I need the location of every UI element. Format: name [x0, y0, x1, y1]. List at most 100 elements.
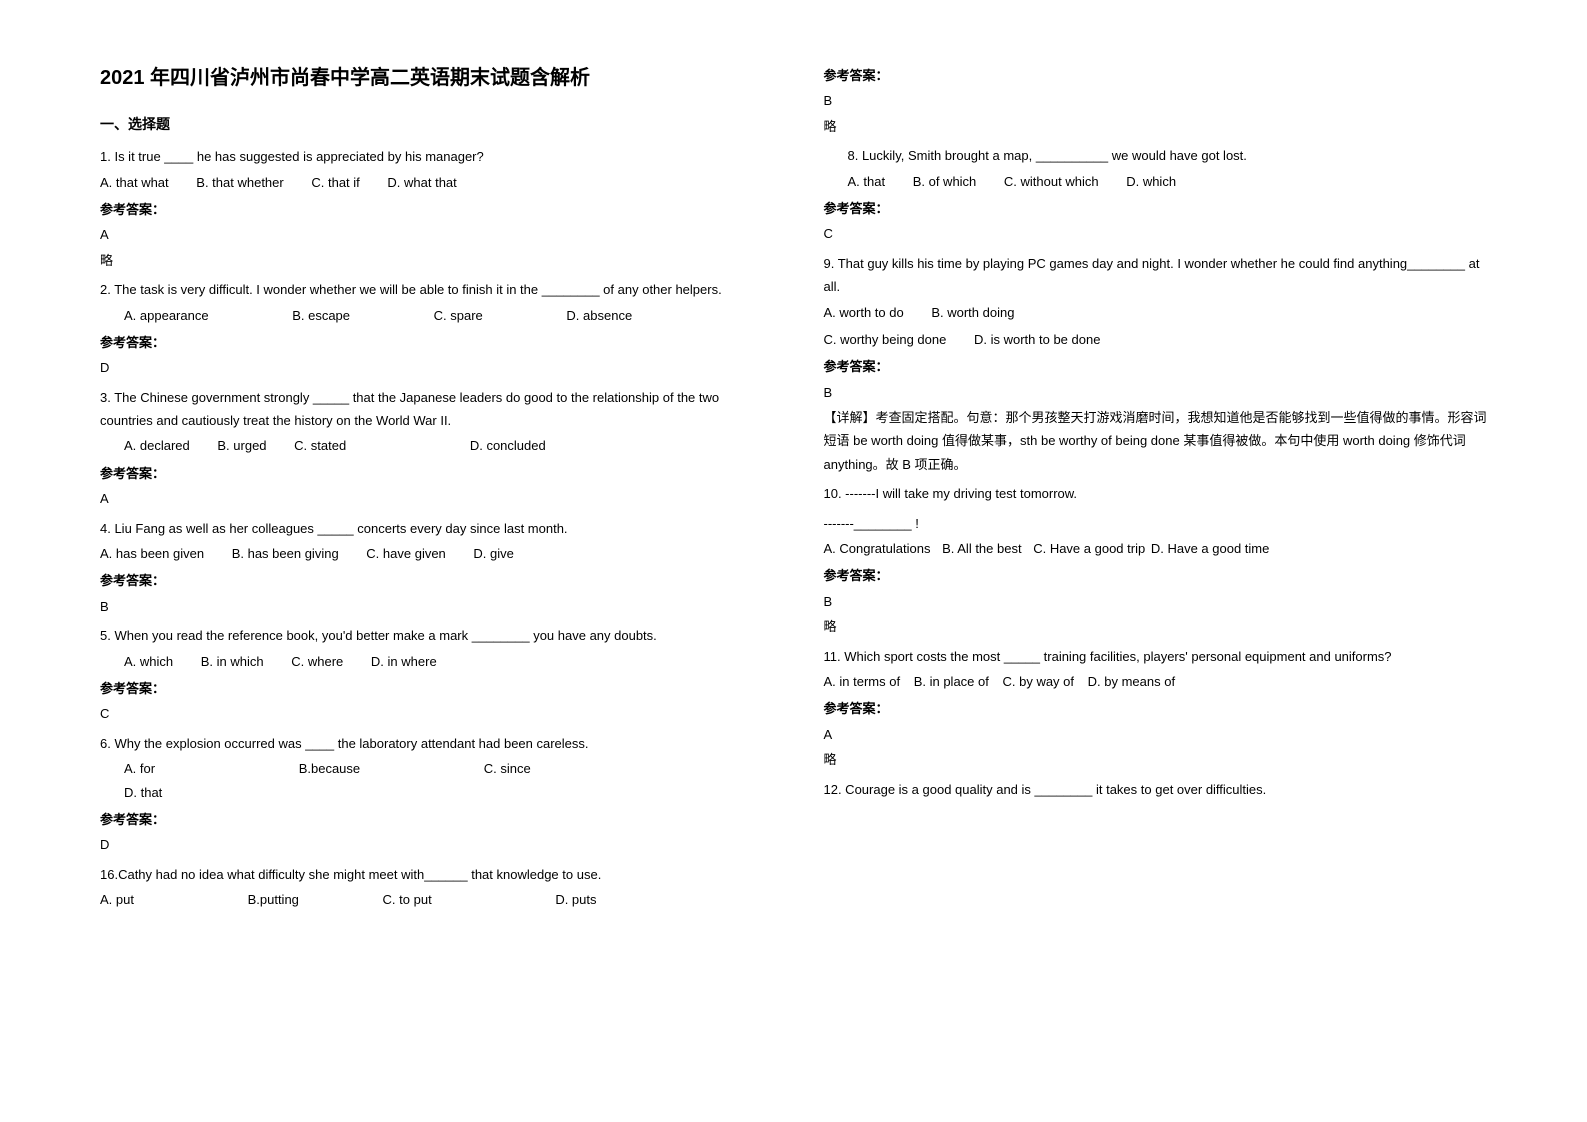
q7-opt-c: C. to put: [383, 888, 432, 911]
q8-opt-c: C. without which: [1004, 170, 1099, 193]
q10-opt-c: C. Have a good trip: [1033, 537, 1145, 560]
q8-opt-a: A. that: [848, 170, 886, 193]
q11-opt-d: D. by means of: [1088, 670, 1175, 693]
question-2: 2. The task is very difficult. I wonder …: [100, 278, 764, 301]
question-8-options: A. that B. of which C. without which D. …: [824, 170, 1488, 193]
q10-answer: B: [824, 590, 1488, 613]
q4-opt-c: C. have given: [366, 542, 446, 565]
answer-label: 参考答案：: [100, 198, 764, 221]
answer-label: 参考答案：: [824, 564, 1488, 587]
question-11-options: A. in terms of B. in place of C. by way …: [824, 670, 1488, 693]
q2-opt-d: D. absence: [566, 304, 632, 327]
q6-opt-a: A. for: [124, 757, 155, 780]
q1-opt-a: A. that what: [100, 171, 169, 194]
section-heading: 一、选择题: [100, 112, 764, 137]
q7-opt-d: D. puts: [555, 888, 596, 911]
question-9: 9. That guy kills his time by playing PC…: [824, 252, 1488, 299]
question-2-options: A. appearance B. escape C. spare D. abse…: [100, 304, 764, 327]
answer-label: 参考答案：: [100, 569, 764, 592]
q2-opt-c: C. spare: [434, 304, 483, 327]
left-column: 2021 年四川省泸州市尚春中学高二英语期末试题含解析 一、选择题 1. Is …: [100, 60, 764, 916]
answer-label: 参考答案：: [100, 331, 764, 354]
q3-opt-c: C. stated: [294, 434, 346, 457]
q9-opt-c: C. worthy being done: [824, 328, 947, 351]
q2-opt-a: A. appearance: [124, 304, 209, 327]
question-4-options: A. has been given B. has been giving C. …: [100, 542, 764, 565]
q1-opt-b: B. that whether: [196, 171, 283, 194]
question-10-line2: -------________ !: [824, 512, 1488, 535]
q2-opt-b: B. escape: [292, 304, 350, 327]
q10-opt-d: D. Have a good time: [1151, 537, 1270, 560]
q1-note: 略: [100, 249, 764, 272]
question-4: 4. Liu Fang as well as her colleagues __…: [100, 517, 764, 540]
question-1-options: A. that what B. that whether C. that if …: [100, 171, 764, 194]
question-8: 8. Luckily, Smith brought a map, _______…: [824, 144, 1488, 167]
q7-note: 略: [824, 115, 1488, 138]
q11-answer: A: [824, 723, 1488, 746]
question-1: 1. Is it true ____ he has suggested is a…: [100, 145, 764, 168]
q9-opt-d: D. is worth to be done: [974, 328, 1100, 351]
q4-opt-d: D. give: [473, 542, 513, 565]
q6-opt-d: D. that: [124, 781, 162, 804]
question-6-options: A. for B.because C. since D. that: [100, 757, 764, 804]
question-5-options: A. which B. in which C. where D. in wher…: [100, 650, 764, 673]
q5-opt-b: B. in which: [201, 650, 264, 673]
question-11: 11. Which sport costs the most _____ tra…: [824, 645, 1488, 668]
q5-opt-d: D. in where: [371, 650, 437, 673]
q4-opt-b: B. has been giving: [232, 542, 339, 565]
q3-answer: A: [100, 487, 764, 510]
q11-opt-b: B. in place of: [914, 670, 989, 693]
question-3-options: A. declared B. urged C. stated D. conclu…: [100, 434, 764, 457]
answer-label: 参考答案：: [100, 808, 764, 831]
q3-opt-b: B. urged: [217, 434, 266, 457]
answer-label: 参考答案：: [824, 64, 1488, 87]
q4-opt-a: A. has been given: [100, 542, 204, 565]
right-column: 参考答案： B 略 8. Luckily, Smith brought a ma…: [824, 60, 1488, 916]
q9-answer: B: [824, 381, 1488, 404]
q7-opt-a: A. put: [100, 888, 134, 911]
q8-answer: C: [824, 222, 1488, 245]
q10-opt-a: A. Congratulations: [824, 537, 931, 560]
q10-opt-b: B. All the best: [942, 537, 1022, 560]
q11-opt-c: C. by way of: [1002, 670, 1074, 693]
q6-opt-b: B.because: [299, 757, 360, 780]
q10-note: 略: [824, 615, 1488, 638]
q4-answer: B: [100, 595, 764, 618]
answer-label: 参考答案：: [100, 462, 764, 485]
answer-label: 参考答案：: [100, 677, 764, 700]
q11-note: 略: [824, 748, 1488, 771]
q9-opt-b: B. worth doing: [931, 301, 1014, 324]
q5-opt-a: A. which: [124, 650, 173, 673]
question-10-options: A. Congratulations B. All the best C. Ha…: [824, 537, 1488, 560]
answer-label: 参考答案：: [824, 697, 1488, 720]
q5-opt-c: C. where: [291, 650, 343, 673]
q6-answer: D: [100, 833, 764, 856]
q9-opt-a: A. worth to do: [824, 301, 904, 324]
question-5: 5. When you read the reference book, you…: [100, 624, 764, 647]
q8-opt-b: B. of which: [913, 170, 977, 193]
q8-opt-d: D. which: [1126, 170, 1176, 193]
q6-opt-c: C. since: [484, 757, 531, 780]
answer-label: 参考答案：: [824, 197, 1488, 220]
q7-answer: B: [824, 89, 1488, 112]
q9-explain: 【详解】考查固定搭配。句意：那个男孩整天打游戏消磨时间，我想知道他是否能够找到一…: [824, 406, 1488, 476]
answer-label: 参考答案：: [824, 355, 1488, 378]
q3-opt-d: D. concluded: [470, 434, 546, 457]
question-7-options: A. put B.putting C. to put D. puts: [100, 888, 764, 911]
q1-opt-c: C. that if: [311, 171, 359, 194]
question-9-options: A. worth to do B. worth doing: [824, 301, 1488, 324]
question-6: 6. Why the explosion occurred was ____ t…: [100, 732, 764, 755]
q3-opt-a: A. declared: [124, 434, 190, 457]
exam-document: 2021 年四川省泸州市尚春中学高二英语期末试题含解析 一、选择题 1. Is …: [100, 60, 1487, 916]
q5-answer: C: [100, 702, 764, 725]
question-10: 10. -------I will take my driving test t…: [824, 482, 1488, 505]
question-7: 16.Cathy had no idea what difficulty she…: [100, 863, 764, 886]
q11-opt-a: A. in terms of: [824, 670, 901, 693]
q2-answer: D: [100, 356, 764, 379]
page-title: 2021 年四川省泸州市尚春中学高二英语期末试题含解析: [100, 60, 764, 96]
question-3: 3. The Chinese government strongly _____…: [100, 386, 764, 433]
q1-answer: A: [100, 223, 764, 246]
question-9-options-2: C. worthy being done D. is worth to be d…: [824, 328, 1488, 351]
q7-opt-b: B.putting: [248, 888, 299, 911]
q1-opt-d: D. what that: [387, 171, 456, 194]
